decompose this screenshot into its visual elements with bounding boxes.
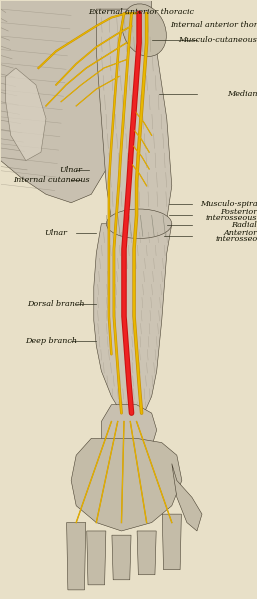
Polygon shape [101, 405, 157, 451]
Polygon shape [1, 1, 152, 202]
Polygon shape [67, 522, 86, 590]
Polygon shape [94, 224, 172, 413]
Text: Radial: Radial [232, 222, 257, 229]
Polygon shape [137, 531, 156, 574]
Text: Internal anterior thor: Internal anterior thor [170, 21, 257, 29]
Text: Dorsal branch: Dorsal branch [27, 300, 85, 308]
Polygon shape [87, 531, 106, 585]
Text: Posterior: Posterior [220, 208, 257, 216]
Ellipse shape [106, 209, 172, 238]
Text: Median: Median [227, 90, 257, 98]
Text: Musculo-cutaneous: Musculo-cutaneous [178, 37, 257, 44]
Polygon shape [6, 68, 46, 161]
Ellipse shape [122, 4, 166, 56]
Text: interosseo: interosseo [215, 235, 257, 243]
Text: Anterior: Anterior [223, 229, 257, 237]
Text: Ulnar: Ulnar [60, 166, 83, 174]
Text: Deep branch: Deep branch [25, 337, 77, 345]
Polygon shape [71, 438, 182, 531]
Polygon shape [112, 535, 131, 580]
Text: Internal cutaneous: Internal cutaneous [13, 176, 89, 184]
Text: interosseous: interosseous [206, 214, 257, 222]
Text: External anterior thoracic: External anterior thoracic [89, 8, 195, 16]
Text: Ulnar: Ulnar [44, 229, 68, 237]
Polygon shape [162, 514, 181, 570]
Polygon shape [96, 9, 172, 220]
Polygon shape [172, 464, 202, 531]
Text: Musculo-spira: Musculo-spira [200, 201, 257, 208]
